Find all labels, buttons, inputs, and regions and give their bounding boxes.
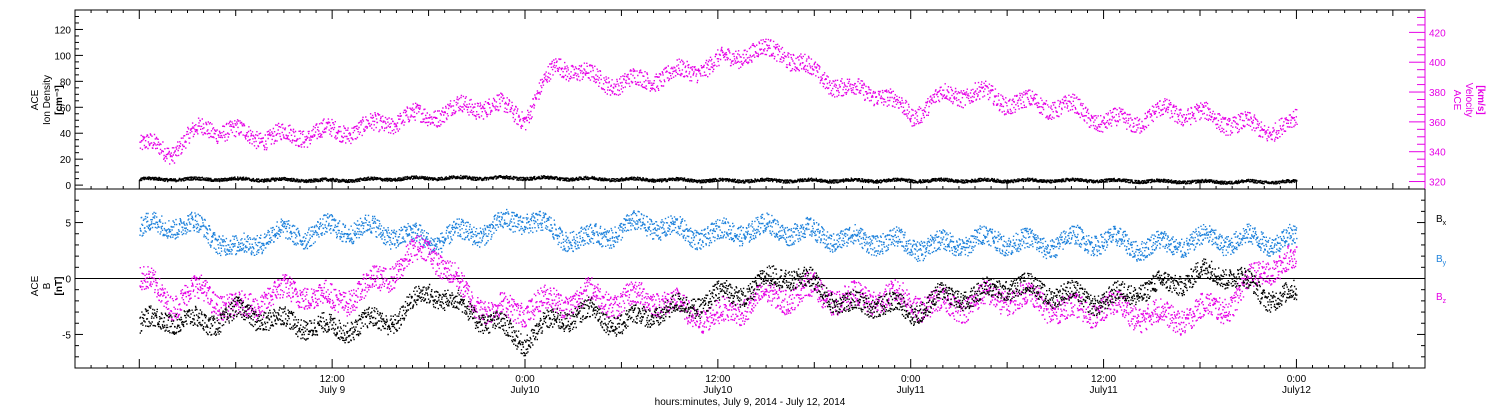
y-tick-label-top-left: 20 bbox=[60, 155, 72, 166]
y-tick-label-top-right: 400 bbox=[1429, 58, 1446, 69]
y-tick-label-top-right: 320 bbox=[1429, 178, 1446, 189]
top-ylabel-right-line2: Velocity bbox=[1463, 83, 1474, 117]
top-ylabel-line1: ACE bbox=[30, 89, 41, 110]
x-tick-label-time: 0:00 bbox=[901, 374, 921, 385]
y-tick-label-top-left: 40 bbox=[60, 129, 72, 140]
bx-series bbox=[139, 258, 1298, 357]
top-ylabel-line3: [cm⁻³] bbox=[54, 85, 65, 115]
y-tick-label-bottom: 5 bbox=[65, 219, 71, 230]
velocity-series-points bbox=[139, 38, 1298, 165]
y-tick-label-top-right: 340 bbox=[1429, 148, 1446, 159]
x-tick-label-date: July 9 bbox=[319, 385, 346, 396]
y-tick-label-top-left: 80 bbox=[60, 77, 72, 88]
x-tick-label-date: July12 bbox=[1282, 385, 1311, 396]
y-tick-label-top-right: 360 bbox=[1429, 118, 1446, 129]
x-tick-label-date: July10 bbox=[703, 385, 732, 396]
by-series bbox=[139, 208, 1298, 262]
bz-series-points bbox=[139, 235, 1298, 336]
y-tick-label-bottom: 0 bbox=[65, 275, 71, 286]
x-tick-label-time: 12:00 bbox=[320, 374, 345, 385]
y-tick-label-top-right: 420 bbox=[1429, 28, 1446, 39]
legend-by: By bbox=[1436, 254, 1447, 267]
bottom-ylabel-line2: B bbox=[42, 282, 53, 289]
by-series-points bbox=[139, 208, 1298, 262]
x-tick-label-date: July10 bbox=[511, 385, 540, 396]
x-tick-label-time: 12:00 bbox=[1091, 374, 1116, 385]
y-tick-label-top-left: 60 bbox=[60, 103, 72, 114]
x-tick-label-time: 0:00 bbox=[1287, 374, 1307, 385]
top-ylabel-right-line3: [km/s] bbox=[1475, 85, 1486, 114]
y-tick-label-top-left: 0 bbox=[65, 181, 71, 192]
x-axis-title: hours:minutes, July 9, 2014 - July 12, 2… bbox=[655, 397, 846, 408]
bottom-ylabel-line1: ACE bbox=[30, 275, 41, 296]
y-tick-label-top-left: 120 bbox=[54, 25, 71, 36]
legend-bx: Bx bbox=[1436, 214, 1447, 227]
bx-series-points bbox=[139, 258, 1298, 357]
y-tick-label-top-right: 380 bbox=[1429, 88, 1446, 99]
density-series bbox=[139, 174, 1298, 185]
y-tick-label-top-left: 100 bbox=[54, 51, 71, 62]
density-series-points bbox=[139, 174, 1298, 185]
velocity-series bbox=[139, 38, 1298, 165]
x-tick-label-date: July11 bbox=[1089, 385, 1118, 396]
y-tick-label-bottom: -5 bbox=[62, 330, 71, 341]
legend-bz: Bz bbox=[1436, 292, 1447, 305]
x-tick-label-time: 12:00 bbox=[705, 374, 730, 385]
top-ylabel-right-line1: ACE bbox=[1451, 90, 1462, 111]
bottom-ylabel-line3: [nT] bbox=[54, 277, 65, 296]
data-points bbox=[139, 38, 1298, 357]
x-tick-label-time: 0:00 bbox=[515, 374, 535, 385]
legend: Bx By Bz bbox=[1436, 214, 1447, 305]
bz-series bbox=[139, 235, 1298, 336]
top-ylabel-line2: Ion Density bbox=[42, 75, 53, 125]
x-tick-label-date: July11 bbox=[897, 385, 926, 396]
